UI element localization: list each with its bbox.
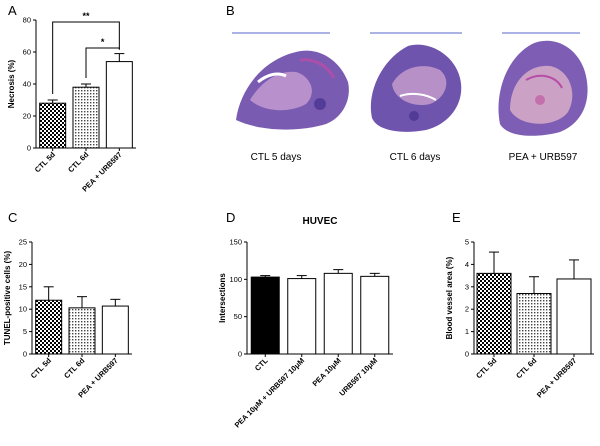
y-tick-label: 0 bbox=[238, 350, 242, 359]
y-tick-label: 100 bbox=[229, 275, 242, 284]
bar-1 bbox=[68, 307, 96, 355]
y-tick-label: 1 bbox=[465, 327, 469, 336]
bar-2 bbox=[101, 305, 129, 355]
y-tick-label: 40 bbox=[23, 80, 31, 89]
significance-bracket-1 bbox=[85, 47, 120, 78]
panel-label-e: E bbox=[452, 210, 461, 225]
category-label-1: CTL 6d bbox=[66, 150, 91, 175]
bar-0 bbox=[39, 102, 67, 149]
significance-label-0: ** bbox=[82, 11, 90, 21]
bar-2 bbox=[556, 278, 592, 355]
y-tick-label: 3 bbox=[465, 282, 469, 291]
tissue-section-ctl-6-days bbox=[370, 32, 462, 132]
category-label-0: CTL bbox=[253, 356, 270, 373]
y-axis-label: Blood vessel area (%) bbox=[445, 256, 454, 339]
bar-3 bbox=[360, 275, 390, 355]
category-label-1: CTL 6d bbox=[514, 356, 539, 381]
category-label-1: CTL 6d bbox=[62, 356, 87, 381]
panel-label-c: C bbox=[8, 210, 17, 225]
tissue-section-pea-urb597 bbox=[498, 32, 588, 136]
category-label-2: PEA + URB597 bbox=[535, 356, 578, 399]
bar-2 bbox=[105, 61, 133, 149]
category-label-2: PEA 10μM bbox=[311, 356, 343, 388]
y-tick-label: 10 bbox=[19, 305, 27, 314]
y-tick-label: 25 bbox=[19, 238, 27, 247]
y-tick-label: 20 bbox=[19, 260, 27, 269]
significance-bracket-0 bbox=[52, 21, 120, 94]
y-tick-label: 0 bbox=[465, 350, 469, 359]
y-tick-label: 2 bbox=[465, 305, 469, 314]
caption-ctl-5-days: CTL 5 days bbox=[251, 152, 302, 163]
y-axis-label: Intersections bbox=[218, 273, 227, 323]
chart-title: HUVEC bbox=[302, 216, 337, 227]
category-label-0: CTL 5d bbox=[33, 150, 58, 175]
y-tick-label: 0 bbox=[27, 144, 31, 153]
panel-label-a: A bbox=[8, 3, 17, 18]
y-tick-label: 50 bbox=[234, 312, 242, 321]
bar-1 bbox=[72, 86, 100, 149]
y-tick-label: 0 bbox=[23, 350, 27, 359]
chart-panel-e: E 0 1 2 3 4 5 Blood vessel area (%) CTL 5d CTL 6d… bbox=[445, 210, 594, 400]
bar-1 bbox=[287, 278, 317, 355]
category-label-3: URB597 10μM bbox=[337, 356, 379, 398]
y-tick-label: 150 bbox=[229, 238, 242, 247]
bar-2 bbox=[323, 272, 353, 355]
bar-0 bbox=[476, 272, 512, 355]
y-tick-label: 20 bbox=[23, 112, 31, 121]
y-tick-label: 4 bbox=[465, 260, 469, 269]
significance-label-1: * bbox=[101, 37, 105, 47]
y-axis-label: TUNEL-positive cells (%) bbox=[3, 251, 12, 346]
bar-0 bbox=[35, 299, 63, 355]
y-tick-label: 60 bbox=[23, 48, 31, 57]
category-label-1: PEA 10μM + URB597 10μM bbox=[233, 356, 307, 430]
bar-0 bbox=[250, 276, 280, 355]
y-axis-label: Necrosis (%) bbox=[7, 59, 16, 108]
y-tick-label: 5 bbox=[23, 327, 27, 336]
panel-label-b: B bbox=[226, 3, 235, 18]
y-tick-label: 15 bbox=[19, 282, 27, 291]
y-tick-label: 5 bbox=[465, 238, 469, 247]
panel-label-d: D bbox=[226, 210, 235, 225]
category-label-0: CTL 5d bbox=[29, 356, 54, 381]
bar-1 bbox=[516, 293, 552, 355]
tissue-section-ctl-5-days bbox=[232, 32, 349, 130]
chart-panel-c: C 0 5 10 15 20 25 TUNEL-positive cells (%) CTL 5… bbox=[3, 210, 132, 400]
category-label-0: CTL 5d bbox=[474, 356, 499, 381]
caption-ctl-6-days: CTL 6 days bbox=[390, 152, 441, 163]
y-tick-label: 80 bbox=[23, 16, 31, 25]
caption-pea-urb597: PEA + URB597 bbox=[509, 152, 578, 163]
